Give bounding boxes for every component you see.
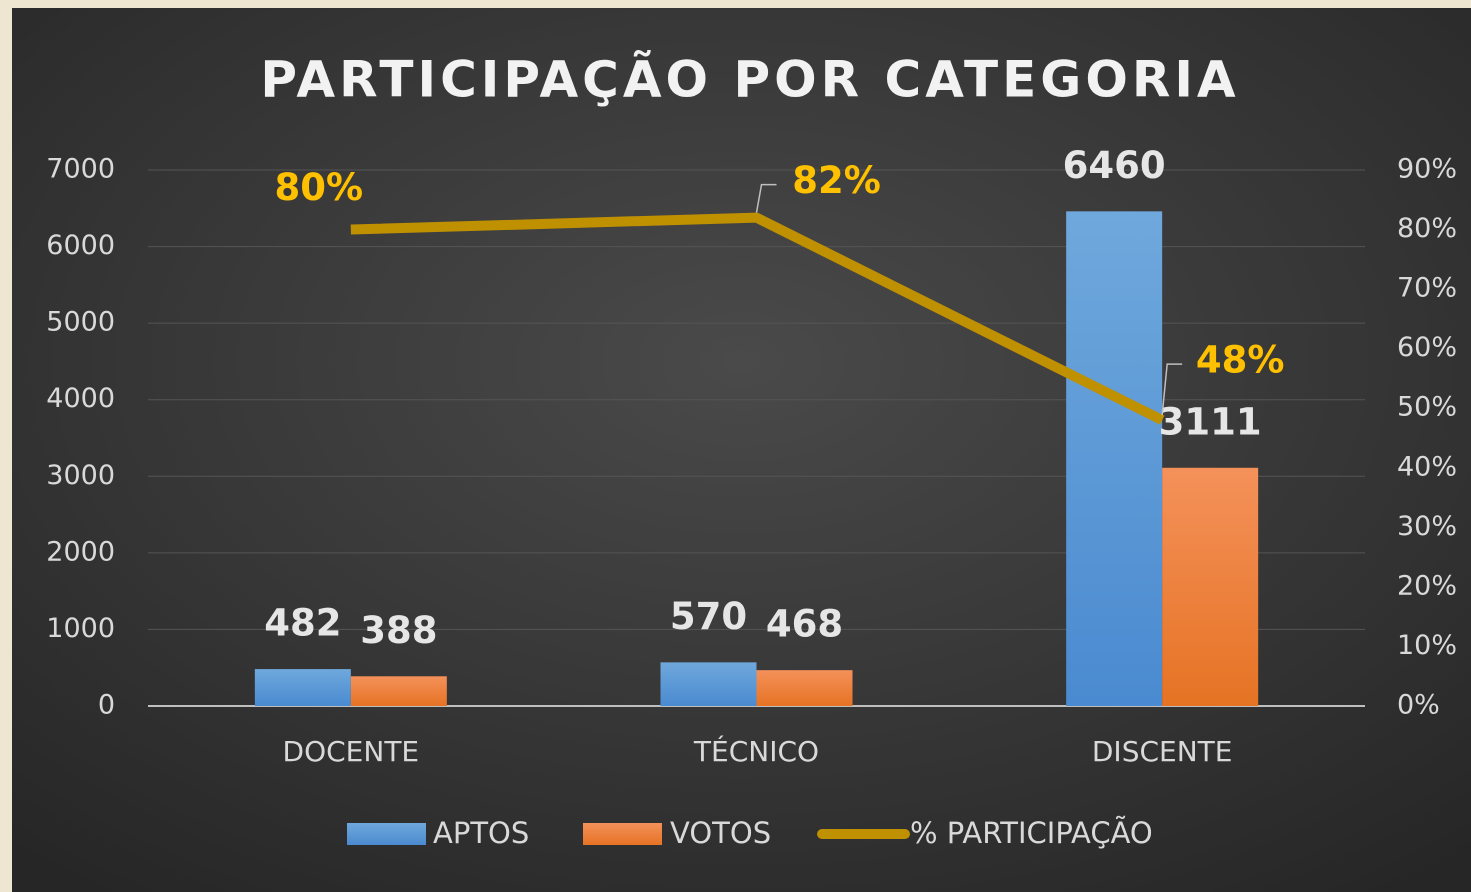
bar [1066, 211, 1163, 706]
y-tick-label: 4000 [46, 383, 115, 414]
y2-tick-label: 0% [1397, 690, 1440, 721]
bar [660, 662, 757, 706]
x-tick-label: DOCENTE [283, 735, 420, 768]
legend-label: VOTOS [670, 816, 771, 850]
data-label: 468 [766, 603, 843, 646]
legend-swatch [583, 823, 662, 845]
bar [1162, 467, 1259, 706]
leader-line [755, 183, 777, 213]
bar [756, 670, 853, 706]
chart-background [12, 8, 1471, 892]
y-tick-label: 3000 [46, 460, 115, 491]
chart-title: PARTICIPAÇÃO POR CATEGORIA [260, 50, 1239, 109]
y2-tick-label: 40% [1397, 451, 1457, 482]
data-label: 48% [1196, 339, 1285, 382]
y2-tick-label: 10% [1397, 630, 1457, 661]
y2-tick-label: 70% [1397, 273, 1457, 304]
data-label: 6460 [1063, 144, 1166, 187]
data-label: 388 [360, 609, 437, 652]
y-tick-label: 1000 [46, 613, 115, 644]
x-tick-label: TÉCNICO [693, 734, 819, 768]
y2-tick-label: 50% [1397, 392, 1457, 423]
line [350, 212, 1165, 425]
y-tick-label: 7000 [46, 154, 115, 185]
y-tick-label: 0 [98, 690, 115, 721]
bar [254, 669, 351, 706]
y2-tick-label: 30% [1397, 511, 1457, 542]
data-label: 82% [792, 159, 881, 202]
y-tick-label: 5000 [46, 307, 115, 338]
bar [350, 676, 447, 706]
y-tick-label: 6000 [46, 230, 115, 261]
y2-tick-label: 80% [1397, 213, 1457, 244]
data-label: 482 [264, 602, 341, 645]
y2-tick-label: 90% [1397, 154, 1457, 185]
data-label: 570 [670, 595, 747, 638]
legend-label: APTOS [433, 816, 529, 850]
y-tick-label: 2000 [46, 536, 115, 567]
legend-swatch [347, 823, 426, 845]
legend-label: % PARTICIPAÇÃO [910, 816, 1153, 850]
y2-tick-label: 60% [1397, 332, 1457, 363]
data-label: 80% [275, 166, 364, 209]
y2-tick-label: 20% [1397, 570, 1457, 601]
leader-line [1161, 363, 1183, 416]
x-tick-label: DISCENTE [1092, 735, 1233, 768]
data-label: 3111 [1159, 400, 1262, 443]
